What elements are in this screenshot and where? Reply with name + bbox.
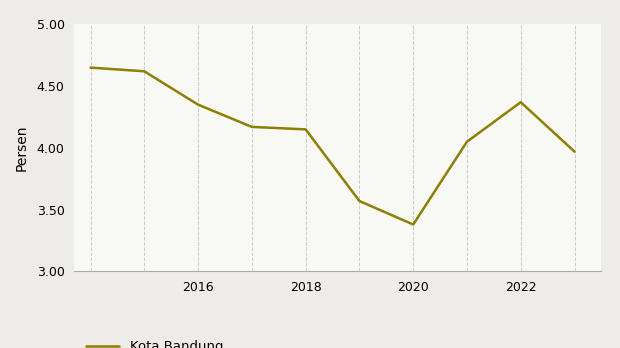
Kota Bandung (409, 222, 417, 227)
Y-axis label: Persen: Persen (14, 125, 29, 171)
Line: Kota Bandung: Kota Bandung (91, 68, 575, 224)
Kota Bandung (194, 103, 202, 107)
Legend: Kota Bandung: Kota Bandung (81, 335, 229, 348)
Kota Bandung (463, 140, 471, 144)
Kota Bandung (302, 127, 309, 132)
Kota Bandung (356, 199, 363, 203)
Kota Bandung (517, 100, 525, 104)
Kota Bandung (248, 125, 255, 129)
Kota Bandung (87, 65, 94, 70)
Kota Bandung (571, 150, 578, 154)
Kota Bandung (141, 69, 148, 73)
